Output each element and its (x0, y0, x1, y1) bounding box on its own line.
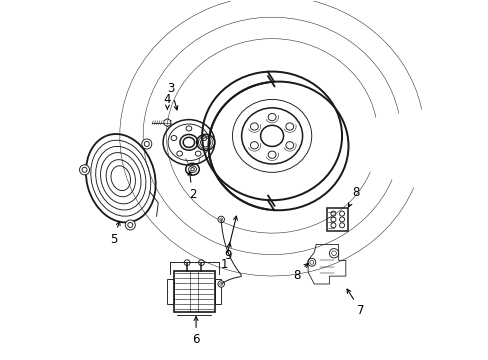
Text: 8: 8 (292, 264, 307, 282)
Text: 7: 7 (346, 289, 364, 318)
Circle shape (125, 220, 135, 230)
Circle shape (218, 281, 224, 287)
Circle shape (80, 165, 89, 175)
Circle shape (142, 139, 151, 149)
Circle shape (329, 248, 338, 258)
Text: 5: 5 (110, 221, 120, 246)
Text: 6: 6 (192, 317, 200, 346)
Circle shape (307, 258, 315, 266)
Text: 2: 2 (188, 171, 196, 201)
Text: 9: 9 (224, 243, 232, 262)
Text: 4: 4 (163, 93, 171, 109)
Text: 8: 8 (348, 186, 359, 207)
Text: 1: 1 (221, 216, 237, 271)
Text: 3: 3 (167, 82, 178, 110)
Circle shape (218, 216, 224, 223)
